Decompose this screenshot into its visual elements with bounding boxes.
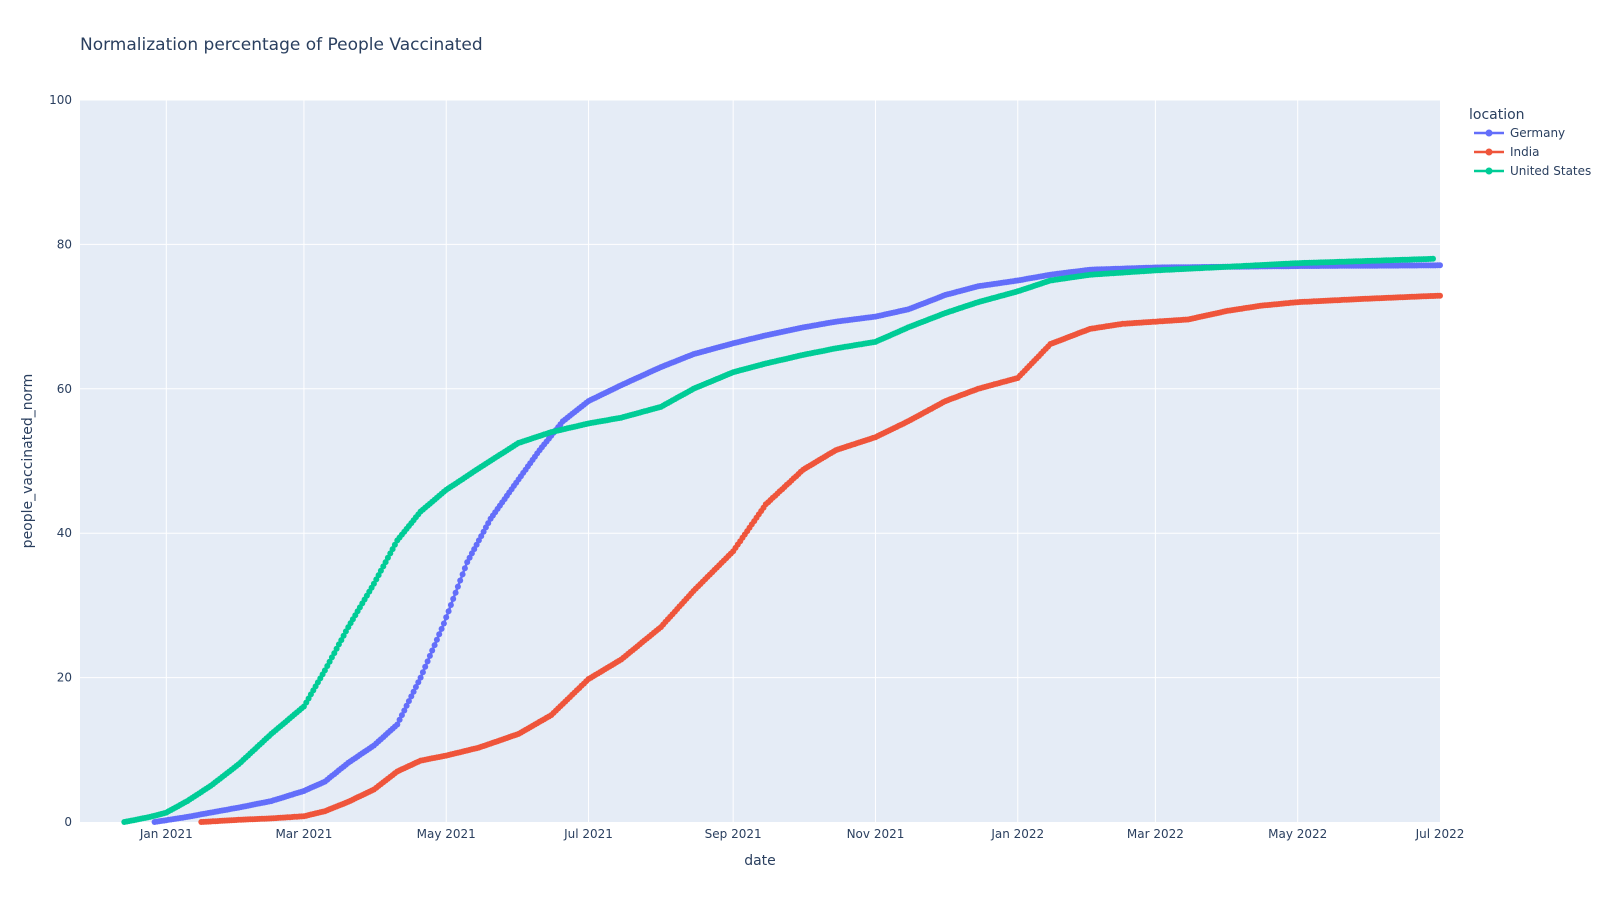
data-point bbox=[457, 577, 464, 584]
y-axis-ticks: 0 20 40 60 80 100 bbox=[49, 93, 72, 829]
data-point bbox=[447, 602, 454, 608]
x-tick-label: May 2021 bbox=[417, 827, 476, 841]
gridlines bbox=[80, 99, 1440, 822]
data-point bbox=[473, 541, 480, 548]
plot-area bbox=[80, 100, 1440, 822]
y-tick-label: 40 bbox=[57, 526, 72, 540]
x-axis-title: date bbox=[744, 853, 776, 869]
data-point bbox=[424, 658, 431, 665]
legend-label: India bbox=[1510, 145, 1539, 159]
data-point bbox=[445, 608, 452, 615]
data-point bbox=[1437, 292, 1443, 299]
y-tick-label: 100 bbox=[49, 93, 72, 107]
data-point bbox=[321, 667, 328, 674]
data-point bbox=[419, 669, 426, 676]
legend-item-united-states[interactable]: United States bbox=[1474, 164, 1591, 178]
data-point bbox=[331, 650, 338, 657]
series-india bbox=[198, 292, 1443, 825]
legend: location Germany India United States bbox=[1469, 107, 1591, 178]
data-point bbox=[401, 707, 408, 714]
data-point bbox=[454, 583, 461, 590]
data-point bbox=[422, 663, 429, 670]
data-point bbox=[403, 702, 410, 709]
data-point bbox=[415, 679, 422, 686]
x-tick-label: Mar 2021 bbox=[275, 827, 332, 841]
legend-item-germany[interactable]: Germany bbox=[1474, 126, 1565, 140]
data-point bbox=[408, 693, 415, 700]
data-point bbox=[431, 642, 438, 649]
data-point bbox=[438, 625, 445, 632]
y-tick-label: 80 bbox=[57, 237, 72, 251]
x-tick-label: May 2022 bbox=[1268, 827, 1327, 841]
data-point bbox=[459, 571, 466, 578]
x-tick-label: Nov 2021 bbox=[847, 827, 905, 841]
data-point bbox=[398, 712, 405, 719]
series-germany bbox=[151, 262, 1443, 825]
legend-item-india[interactable]: India bbox=[1474, 145, 1539, 159]
data-point bbox=[391, 541, 398, 548]
y-tick-label: 60 bbox=[57, 382, 72, 396]
data-point bbox=[426, 652, 433, 659]
data-point bbox=[436, 631, 443, 638]
legend-label: Germany bbox=[1510, 126, 1565, 140]
data-point bbox=[410, 688, 417, 695]
legend-swatch-marker bbox=[1485, 167, 1493, 175]
data-point bbox=[405, 698, 412, 705]
legend-items: Germany India United States bbox=[1474, 126, 1591, 178]
chart-title: Normalization percentage of People Vacci… bbox=[80, 35, 483, 55]
data-point bbox=[440, 620, 447, 627]
data-point bbox=[452, 589, 459, 596]
x-tick-label: Sep 2021 bbox=[705, 827, 762, 841]
data-point bbox=[480, 528, 487, 535]
series-layer bbox=[121, 255, 1443, 825]
data-point bbox=[450, 595, 457, 602]
legend-swatch-marker bbox=[1485, 129, 1493, 137]
data-point bbox=[1430, 255, 1436, 262]
y-tick-label: 20 bbox=[57, 671, 72, 685]
data-point bbox=[461, 565, 468, 572]
data-point bbox=[429, 647, 436, 654]
legend-swatch-marker bbox=[1485, 148, 1493, 156]
data-point bbox=[382, 559, 389, 566]
data-point bbox=[433, 636, 440, 643]
x-tick-label: Mar 2022 bbox=[1127, 827, 1184, 841]
data-point bbox=[464, 559, 471, 566]
x-tick-label: Jul 2022 bbox=[1415, 827, 1465, 841]
series-united-states bbox=[121, 255, 1436, 825]
data-point bbox=[396, 716, 403, 723]
legend-title: location bbox=[1469, 107, 1525, 123]
data-point bbox=[338, 637, 345, 644]
y-axis-title: people_vaccinated_norm bbox=[20, 374, 36, 549]
x-tick-label: Jul 2021 bbox=[563, 827, 613, 841]
x-tick-label: Jan 2022 bbox=[990, 827, 1044, 841]
data-point bbox=[394, 721, 401, 728]
x-tick-label: Jan 2021 bbox=[139, 827, 193, 841]
data-point bbox=[412, 684, 419, 690]
data-point bbox=[417, 674, 424, 681]
legend-label: United States bbox=[1510, 164, 1591, 178]
data-point bbox=[1437, 262, 1443, 269]
y-tick-label: 0 bbox=[64, 815, 72, 829]
x-axis-ticks: Jan 2021 Mar 2021 May 2021 Jul 2021 Sep 2021… bbox=[139, 827, 1465, 841]
data-point bbox=[443, 614, 450, 621]
data-point bbox=[375, 572, 382, 579]
